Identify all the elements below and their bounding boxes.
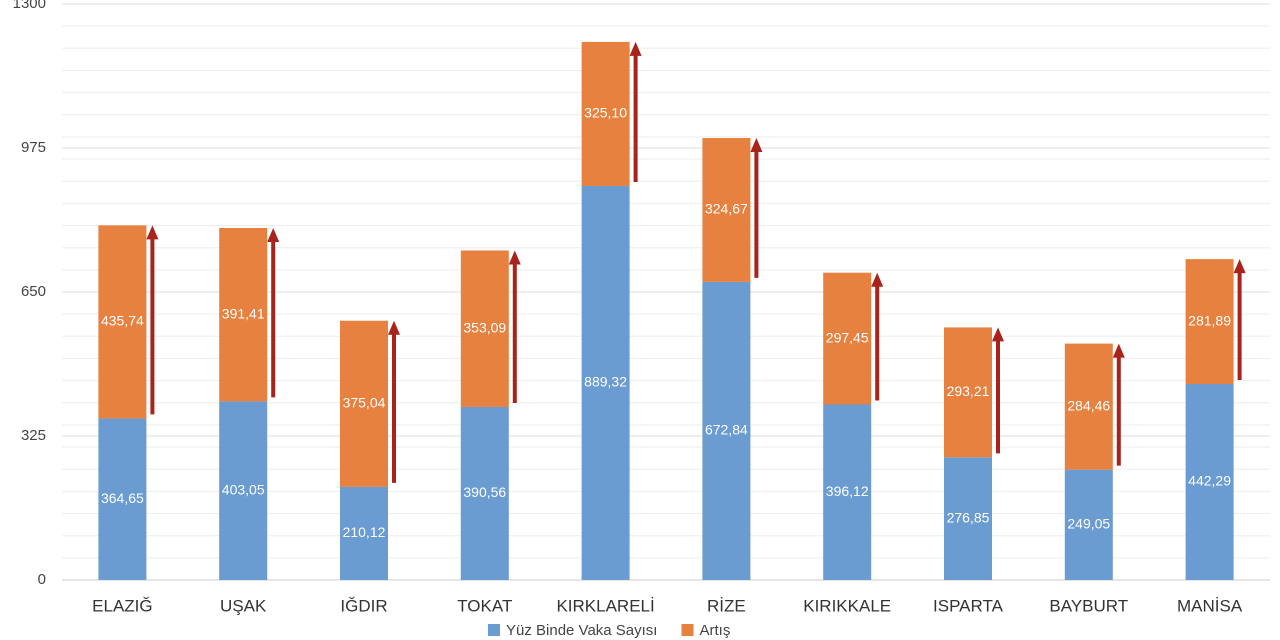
bar-segment [581,41,630,186]
value-label: 889,32 [584,374,627,390]
x-tick-label: UŞAK [220,596,267,615]
x-tick-label: TOKAT [457,596,512,615]
value-label: 390,56 [463,484,506,500]
value-label: 364,65 [101,490,144,506]
bar-segment [1185,259,1234,385]
x-tick-label: KIRIKKALE [803,596,891,615]
x-tick-label: RİZE [707,596,746,615]
value-label: 324,67 [705,201,748,217]
bar-segment [1185,384,1234,580]
bar-segment [460,250,509,407]
value-label: 672,84 [705,422,748,438]
x-tick-label: IĞDIR [340,596,387,615]
legend-swatch [681,624,694,636]
arrow-head [1233,259,1246,274]
bar-segment [823,272,872,405]
legend-swatch [488,624,500,636]
bar-segment [219,401,268,580]
bar-segment [340,320,388,487]
value-label: 293,21 [947,383,990,399]
value-label: 281,89 [1188,312,1231,328]
arrow-head [267,227,280,242]
value-label: 353,09 [463,319,506,335]
x-tick-label: BAYBURT [1049,596,1128,615]
value-label: 249,05 [1067,516,1110,532]
bar-segment [340,486,388,580]
arrow-head [871,272,884,287]
bar-segment [702,138,751,282]
value-label: 375,04 [343,395,386,411]
arrow-head [629,41,642,56]
bar-segment [98,418,147,580]
legend-label: Yüz Binde Vaka Sayısı [506,622,657,639]
x-tick-label: ELAZIĞ [92,596,152,615]
value-label: 325,10 [584,105,627,121]
y-tick-label: 975 [21,139,46,156]
value-label: 391,41 [222,305,265,321]
y-tick-label: 325 [21,427,46,444]
value-label: 276,85 [947,509,990,525]
bar-segment [1064,469,1113,580]
y-tick-label: 650 [21,283,46,300]
bar-segment [944,327,992,458]
value-label: 297,45 [826,329,869,345]
value-label: 442,29 [1188,473,1231,489]
x-tick-label: KIRKLARELİ [556,596,654,615]
value-label: 435,74 [101,313,144,329]
y-tick-label: 0 [38,571,46,588]
value-label: 284,46 [1067,397,1110,413]
legend-label: Artış [699,622,730,639]
value-label: 403,05 [222,481,265,497]
y-tick-label: 1300 [13,0,46,12]
x-tick-label: MANİSA [1177,596,1243,615]
bar-segment [460,406,509,580]
bar-segment [823,404,872,580]
bar-segment [581,185,630,580]
bar-segment [944,457,992,580]
arrow-head [750,138,763,153]
bar-segment [702,281,751,580]
value-label: 396,12 [826,483,869,499]
arrow-head [508,250,521,265]
arrow-head [1112,343,1125,358]
x-tick-label: ISPARTA [933,596,1004,615]
bar-segment [98,225,147,419]
arrow-head [146,225,159,240]
value-label: 210,12 [343,524,386,540]
bar-segment [1064,343,1113,470]
bar-segment [219,227,268,402]
arrow-head [992,327,1004,342]
arrow-head [388,320,400,335]
